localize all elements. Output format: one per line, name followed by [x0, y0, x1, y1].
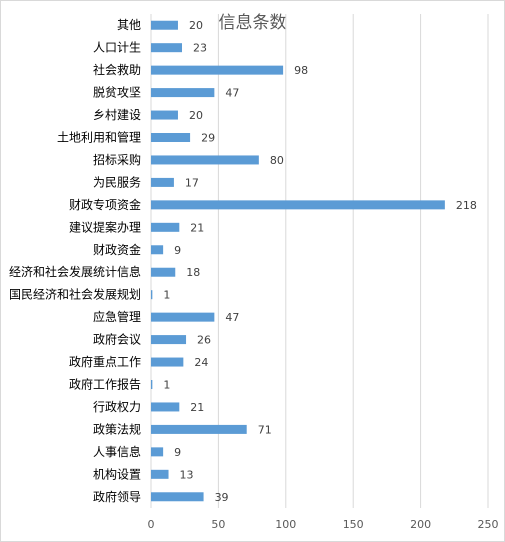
- data-label: 47: [225, 311, 239, 324]
- chart-title: 信息条数: [218, 13, 287, 33]
- bar: [151, 200, 445, 210]
- data-label: 21: [190, 221, 204, 234]
- data-label: 80: [270, 154, 284, 167]
- category-label: 人事信息: [93, 444, 141, 459]
- bar: [151, 424, 247, 434]
- category-label: 其他: [117, 18, 141, 32]
- bar: [151, 267, 176, 277]
- bar: [151, 492, 204, 502]
- data-label: 24: [194, 356, 208, 369]
- x-tick-label: 0: [148, 518, 155, 531]
- data-label: 21: [190, 401, 204, 414]
- category-label: 政府重点工作: [69, 354, 141, 369]
- bar: [151, 177, 174, 187]
- category-label: 脱贫攻坚: [93, 85, 141, 100]
- data-label: 71: [258, 423, 272, 436]
- category-label: 为民服务: [93, 174, 141, 189]
- data-label: 29: [201, 132, 215, 145]
- data-label: 1: [163, 289, 170, 302]
- category-label: 政策法规: [93, 421, 141, 436]
- bar: [151, 469, 169, 479]
- bar: [151, 222, 180, 232]
- x-tick-label: 250: [478, 518, 499, 531]
- data-label: 23: [193, 42, 207, 55]
- category-label: 社会救助: [93, 62, 141, 77]
- data-label: 26: [197, 334, 211, 347]
- category-label: 财政资金: [93, 242, 141, 257]
- data-label: 47: [225, 87, 239, 100]
- bar: [151, 110, 178, 120]
- bar: [151, 447, 164, 457]
- category-label: 国民经济和社会发展规划: [9, 287, 141, 302]
- data-label: 13: [180, 468, 194, 481]
- category-label: 招标采购: [93, 152, 141, 167]
- x-tick-label: 100: [275, 518, 296, 531]
- data-label: 1: [163, 379, 170, 392]
- category-label: 政府会议: [93, 332, 141, 347]
- bar: [151, 43, 183, 53]
- category-label: 经济和社会发展统计信息: [9, 264, 141, 279]
- category-label: 政府工作报告: [69, 377, 141, 392]
- category-label: 行政权力: [93, 400, 141, 414]
- x-tick-label: 150: [343, 518, 364, 531]
- data-label: 20: [189, 109, 203, 122]
- bar: [151, 20, 178, 30]
- category-label: 土地利用和管理: [57, 130, 141, 145]
- data-label: 9: [174, 244, 181, 257]
- data-label: 218: [456, 199, 477, 212]
- bar: [151, 133, 191, 142]
- data-label: 9: [174, 446, 181, 459]
- bar: [151, 335, 187, 345]
- bar: [151, 312, 215, 322]
- x-tick-label: 200: [410, 518, 431, 531]
- data-label: 39: [215, 491, 229, 504]
- category-label: 财政专项资金: [69, 197, 141, 212]
- bar: [151, 155, 259, 165]
- bar: [151, 245, 164, 255]
- category-label: 机构设置: [93, 466, 141, 481]
- bar: [151, 65, 284, 75]
- data-label: 20: [189, 19, 203, 32]
- category-label: 乡村建设: [93, 108, 141, 122]
- bar: [151, 380, 153, 389]
- category-label: 建议提案办理: [69, 219, 141, 234]
- data-label: 17: [185, 176, 199, 189]
- bar: [151, 88, 215, 98]
- category-label: 应急管理: [93, 309, 141, 324]
- category-label: 政府领导: [93, 489, 141, 504]
- data-label: 18: [186, 266, 200, 279]
- bar: [151, 402, 180, 412]
- category-label: 人口计生: [93, 41, 141, 55]
- data-label: 98: [294, 64, 308, 77]
- x-tick-label: 50: [211, 518, 225, 531]
- bar: [151, 357, 184, 367]
- bar: [151, 290, 153, 300]
